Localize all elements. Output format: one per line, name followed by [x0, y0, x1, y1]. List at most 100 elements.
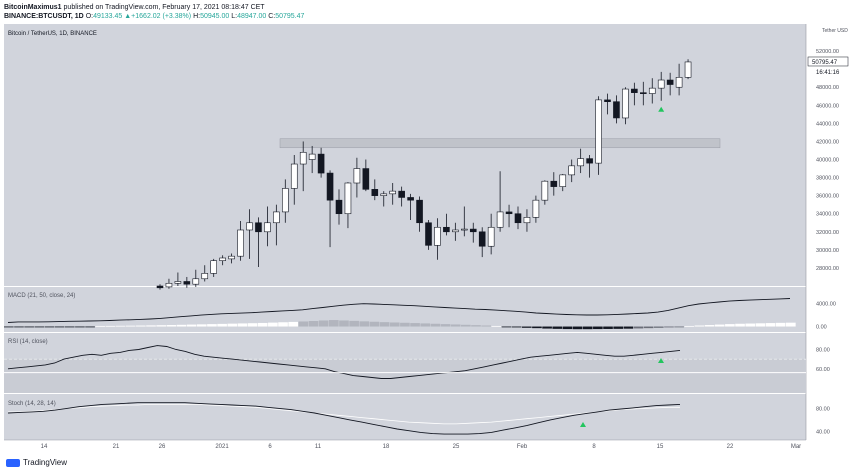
candle[interactable]: [416, 199, 423, 224]
signal-arrow-icon: [658, 106, 665, 112]
candle[interactable]: [317, 153, 325, 174]
candle[interactable]: [335, 199, 343, 215]
macd-histogram-bar: [491, 325, 502, 327]
macd-histogram-bar: [14, 326, 24, 328]
macd-histogram-bar: [247, 323, 258, 327]
symbol-label: BINANCE:BTCUSDT, 1D: [4, 13, 84, 20]
price-tick-label: 52000.00: [816, 49, 839, 55]
candle[interactable]: [219, 257, 226, 262]
macd-histogram-bar: [501, 326, 512, 328]
candle[interactable]: [469, 228, 477, 233]
pane-background-0[interactable]: [4, 24, 806, 286]
candle[interactable]: [478, 231, 486, 247]
candle[interactable]: [577, 158, 584, 167]
candle[interactable]: [434, 226, 441, 246]
candle[interactable]: [201, 273, 209, 280]
candle[interactable]: [371, 189, 379, 196]
candle[interactable]: [666, 79, 674, 85]
macd-line[interactable]: [7, 298, 791, 323]
candle[interactable]: [344, 182, 352, 215]
candle[interactable]: [380, 193, 388, 196]
candle[interactable]: [398, 190, 405, 198]
tradingview-logo[interactable]: TradingView: [6, 457, 67, 468]
candle[interactable]: [532, 199, 540, 218]
candle[interactable]: [290, 163, 298, 189]
candle[interactable]: [281, 188, 289, 213]
time-tick-label: 6: [268, 444, 272, 450]
stoch-d-line[interactable]: [8, 403, 680, 425]
macd-tick-label: 4000.00: [816, 301, 836, 307]
candle[interactable]: [631, 88, 638, 93]
candle[interactable]: [657, 79, 665, 89]
macd-histogram-bar: [166, 325, 177, 327]
candle[interactable]: [362, 168, 370, 190]
candle[interactable]: [165, 282, 173, 288]
candle[interactable]: [273, 211, 280, 224]
macd-histogram-bar: [349, 320, 359, 327]
candle[interactable]: [568, 165, 576, 176]
candle[interactable]: [604, 99, 611, 102]
candle[interactable]: [237, 229, 244, 257]
candle[interactable]: [505, 211, 513, 215]
pane-background-3[interactable]: [4, 394, 806, 440]
stoch-k-line[interactable]: [7, 402, 681, 435]
candle[interactable]: [496, 211, 504, 228]
candle[interactable]: [675, 77, 683, 88]
candle[interactable]: [183, 281, 191, 285]
high-value: 50945.00: [200, 13, 230, 20]
candle[interactable]: [407, 197, 414, 201]
candle[interactable]: [684, 61, 692, 78]
candle[interactable]: [460, 228, 468, 231]
time-tick-label: 2021: [215, 444, 229, 450]
candle[interactable]: [353, 168, 361, 184]
candle[interactable]: [308, 153, 316, 160]
author-name[interactable]: BitcoinMaximus1: [4, 4, 62, 11]
candle[interactable]: [586, 158, 593, 164]
candle[interactable]: [389, 190, 397, 195]
up-arrow-icon: ▲: [124, 13, 132, 20]
candle[interactable]: [648, 87, 656, 94]
price-tick-label: 36000.00: [816, 194, 839, 200]
price-tick-label: 32000.00: [816, 230, 839, 236]
candle[interactable]: [326, 172, 334, 201]
candle[interactable]: [514, 213, 522, 224]
candle[interactable]: [622, 88, 629, 119]
macd-histogram-bar: [136, 325, 146, 327]
candle[interactable]: [541, 180, 549, 201]
macd-histogram-bar: [775, 322, 786, 327]
macd-histogram-bar: [318, 320, 329, 327]
macd-histogram-bar: [532, 326, 542, 329]
candle[interactable]: [246, 222, 253, 231]
rsi-line[interactable]: [7, 345, 681, 379]
candle[interactable]: [443, 226, 450, 233]
candle[interactable]: [595, 99, 602, 164]
candle[interactable]: [255, 222, 262, 233]
candle[interactable]: [559, 174, 567, 187]
author-line: BitcoinMaximus1 published on TradingView…: [4, 3, 265, 12]
candle[interactable]: [156, 285, 164, 289]
macd-histogram-bar: [176, 324, 187, 327]
candle[interactable]: [639, 92, 647, 94]
macd-histogram-bar: [786, 322, 796, 327]
candle[interactable]: [452, 229, 459, 233]
candle[interactable]: [210, 260, 217, 274]
macd-histogram-bar: [623, 326, 634, 329]
macd-histogram-bar: [115, 325, 126, 327]
candle[interactable]: [550, 180, 558, 187]
candle[interactable]: [487, 226, 495, 247]
rsi-title: RSI (14, close): [8, 339, 48, 345]
candle[interactable]: [425, 222, 432, 246]
candle[interactable]: [613, 101, 620, 119]
candle[interactable]: [228, 255, 235, 260]
candle[interactable]: [299, 151, 307, 165]
resistance-zone[interactable]: [279, 138, 721, 149]
candle[interactable]: [192, 278, 200, 285]
low-label: L:: [231, 13, 238, 20]
macd-histogram-bar: [268, 322, 278, 327]
macd-histogram-bar: [633, 326, 644, 329]
candle[interactable]: [264, 222, 271, 233]
candle[interactable]: [174, 281, 182, 284]
macd-histogram-bar: [400, 322, 410, 327]
candle[interactable]: [523, 217, 531, 224]
